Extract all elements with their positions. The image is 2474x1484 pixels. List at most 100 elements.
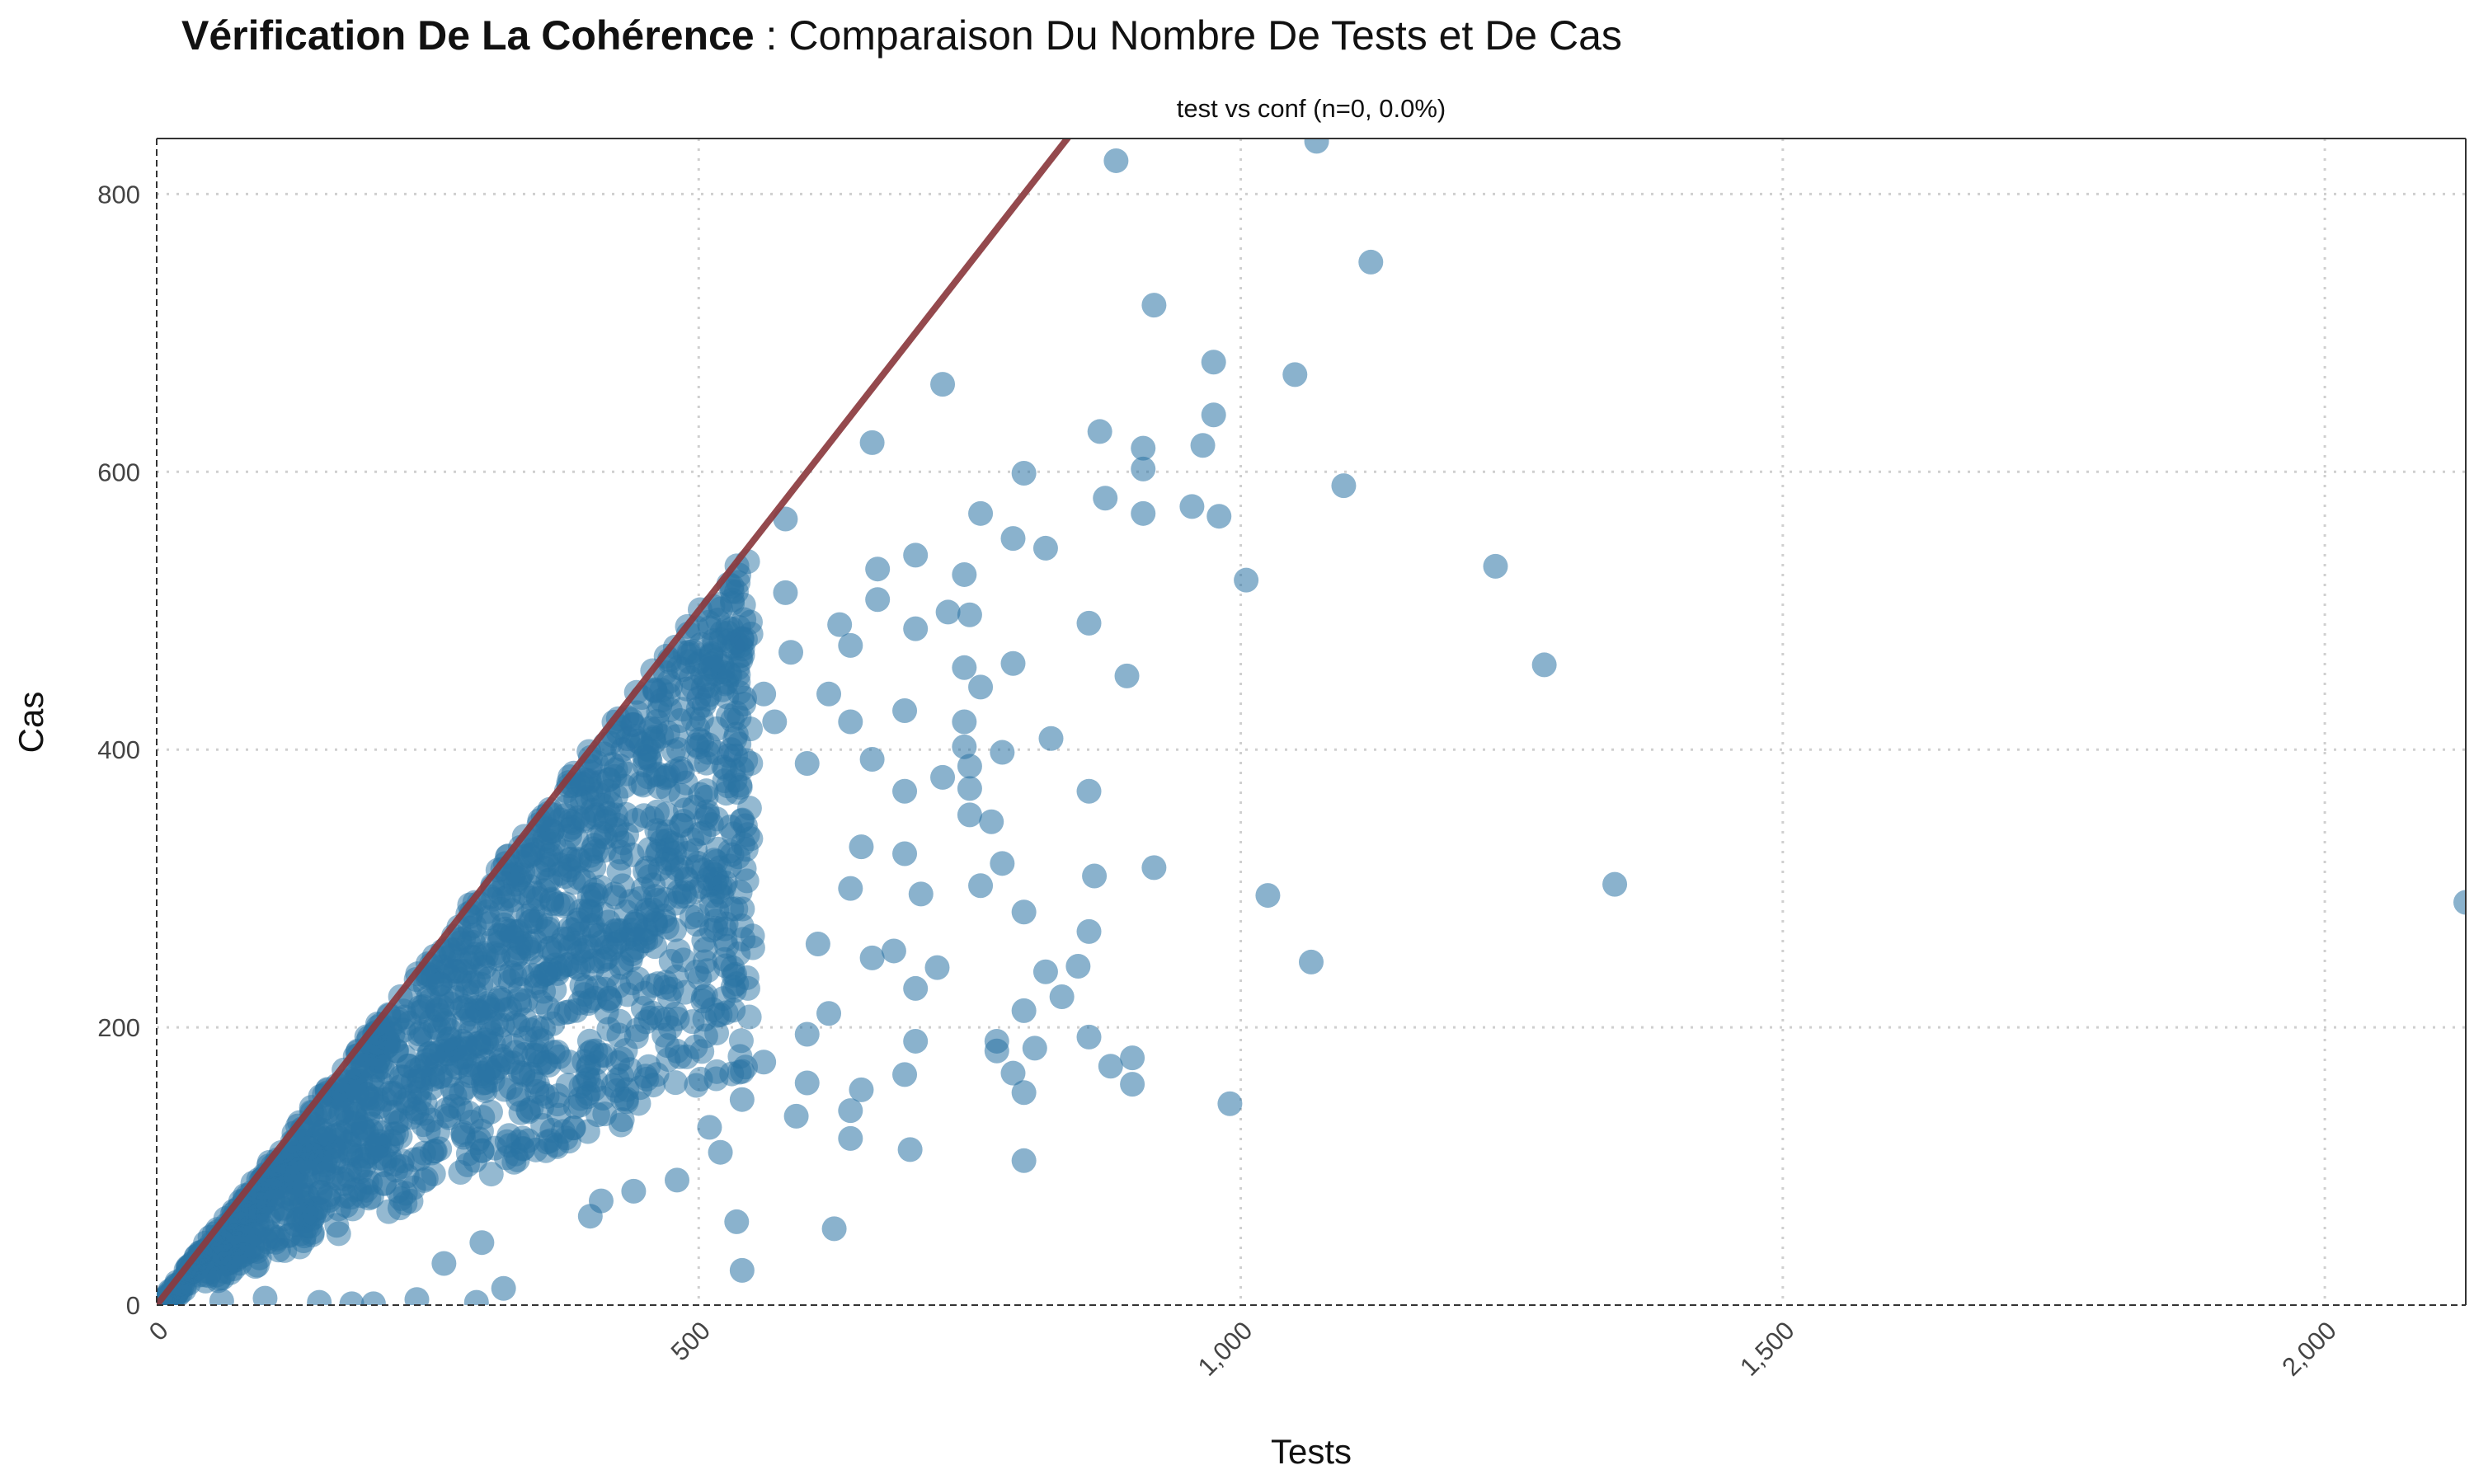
scatter-point xyxy=(1531,652,1557,678)
scatter-point xyxy=(1032,535,1058,561)
scatter-point xyxy=(684,1073,709,1098)
scatter-point xyxy=(838,1125,863,1151)
scatter-point xyxy=(369,1120,395,1146)
scatter-point xyxy=(713,781,739,806)
x-tick-label: 1,000 xyxy=(1192,1316,1258,1382)
scatter-point xyxy=(392,1004,417,1030)
scatter-point xyxy=(539,842,564,867)
chart-title-bold: Vérification De La Cohérence xyxy=(181,12,755,59)
y-axis-title: Cas xyxy=(12,692,50,754)
scatter-point xyxy=(322,1148,347,1174)
scatter-point xyxy=(596,986,622,1012)
scatter-point xyxy=(1234,567,1259,593)
scatter-point xyxy=(794,1070,820,1096)
y-tick-label: 800 xyxy=(97,180,140,209)
scatter-point xyxy=(1282,362,1308,387)
scatter-point xyxy=(1000,526,1026,552)
scatter-point xyxy=(1076,1024,1102,1050)
scatter-point xyxy=(897,1137,923,1162)
x-tick-label: 500 xyxy=(666,1316,716,1366)
chart-title-rest: : Comparaison Du Nombre De Tests et De C… xyxy=(754,12,1622,59)
scatter-point xyxy=(838,1098,863,1124)
plot-frame xyxy=(156,138,2467,1306)
scatter-point xyxy=(1114,663,1140,688)
scatter-point xyxy=(604,824,630,849)
scatter-point xyxy=(663,1070,689,1096)
scatter-point xyxy=(1304,139,1329,154)
scatter-point xyxy=(333,1183,359,1209)
scatter-point xyxy=(209,1288,234,1305)
scatter-point xyxy=(378,1080,403,1106)
x-tick-label: 0 xyxy=(143,1316,174,1346)
scatter-point xyxy=(630,996,656,1021)
scatter-point xyxy=(892,1062,918,1087)
scatter-point xyxy=(903,975,929,1001)
scatter-point xyxy=(632,803,657,829)
scatter-point xyxy=(1358,249,1384,275)
scatter-point xyxy=(642,908,668,933)
scatter-point xyxy=(463,1289,489,1305)
scatter-point xyxy=(603,802,628,828)
chart-subtitle: test vs conf (n=0, 0.0%) xyxy=(1177,94,1446,123)
scatter-point xyxy=(610,737,636,763)
scatter-point xyxy=(1201,402,1226,428)
scatter-point xyxy=(908,881,934,907)
scatter-point xyxy=(1076,778,1102,804)
scatter-point xyxy=(614,899,639,925)
scatter-point xyxy=(408,1076,434,1101)
scatter-point xyxy=(241,1221,266,1247)
scatter-point xyxy=(450,1120,476,1145)
scatter-point xyxy=(297,1152,322,1177)
x-tick-label: 2,000 xyxy=(2276,1316,2342,1382)
scatter-point xyxy=(794,751,820,777)
scatter-point xyxy=(990,740,1015,765)
scatter-point xyxy=(762,709,788,735)
scatter-point xyxy=(360,1291,386,1305)
scatter-point xyxy=(773,580,798,605)
scatter-point xyxy=(859,746,885,772)
scatter-point xyxy=(705,836,731,862)
scatter-point xyxy=(1038,726,1064,751)
scatter-point xyxy=(892,841,918,866)
scatter-point xyxy=(419,1140,444,1166)
scatter-point xyxy=(672,979,698,1005)
y-tick-label: 600 xyxy=(97,458,140,486)
scatter-point xyxy=(697,1115,722,1140)
scatter-point xyxy=(524,1026,550,1051)
scatter-point xyxy=(1082,863,1108,889)
scatter-point xyxy=(1141,855,1167,881)
scatter-point xyxy=(979,809,1004,834)
scatter-point xyxy=(529,1094,555,1120)
scatter-point xyxy=(736,1004,762,1030)
scatter-point xyxy=(952,734,977,759)
scatter-point xyxy=(469,1230,495,1256)
scatter-point xyxy=(2453,890,2466,915)
y-tick-label: 200 xyxy=(97,1013,140,1042)
scatter-point xyxy=(713,671,738,697)
scatter-point xyxy=(708,1139,733,1165)
scatter-point xyxy=(1299,949,1324,974)
scatter-point xyxy=(1011,998,1037,1023)
scatter-point xyxy=(609,955,634,980)
scatter-point xyxy=(968,500,994,526)
scatter-point xyxy=(672,797,698,823)
scatter-point xyxy=(1103,148,1129,173)
scatter-point xyxy=(1131,500,1156,526)
scatter-point xyxy=(957,776,982,801)
scatter-point xyxy=(492,871,517,897)
scatter-point xyxy=(1120,1045,1145,1071)
scatter-point xyxy=(849,834,874,860)
x-axis-title: Tests xyxy=(1271,1432,1352,1471)
points-layer xyxy=(157,139,2466,1305)
scatter-point xyxy=(935,599,961,625)
scatter-point xyxy=(1011,1080,1037,1106)
scatter-point xyxy=(903,616,929,641)
scatter-point xyxy=(751,1050,777,1075)
scatter-point xyxy=(1201,350,1226,375)
scatter-point xyxy=(683,838,708,863)
scatter-point xyxy=(661,917,687,942)
scatter-point xyxy=(1087,419,1112,444)
scatter-point xyxy=(1022,1036,1047,1061)
scatter-point xyxy=(469,1060,495,1086)
scatter-point xyxy=(350,1052,376,1078)
